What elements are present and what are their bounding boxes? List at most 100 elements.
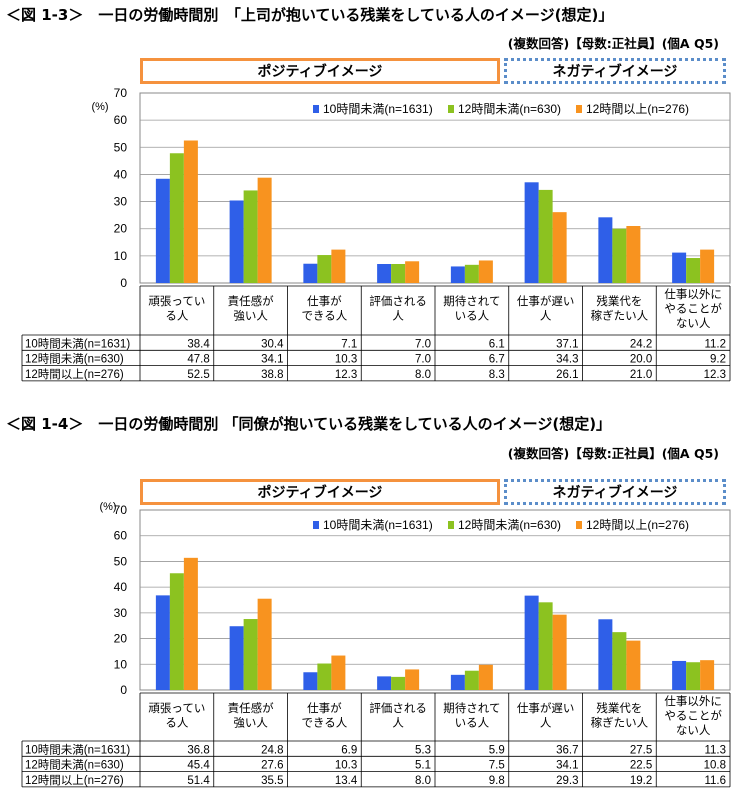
data-value: 7.1 (341, 338, 357, 350)
data-value: 13.4 (335, 775, 358, 787)
data-value: 27.6 (261, 760, 283, 772)
data-value: 36.8 (187, 744, 209, 756)
category-label: 仕事以外に (664, 695, 722, 708)
bar (391, 264, 406, 283)
legend-label: 12時間以上(n=276) (586, 102, 689, 116)
series-row-label: 10時間未満(n=1631) (25, 337, 130, 350)
bar (155, 595, 170, 690)
data-value: 12.3 (704, 369, 726, 381)
data-value: 45.4 (187, 760, 210, 772)
bar (686, 258, 701, 283)
bar (538, 189, 553, 283)
series-row-label: 12時間未満(n=630) (25, 353, 124, 366)
data-value: 34.3 (556, 354, 578, 366)
category-label: 仕事が遅い (517, 294, 575, 308)
bar (450, 674, 465, 690)
figure-1-4-subtitle: (複数回答)【母数:正社員】(個A Q5) (507, 446, 719, 461)
category-label: ない人 (676, 724, 711, 737)
category-label: できる人 (301, 310, 347, 323)
bar (169, 573, 184, 690)
legend-swatch (448, 105, 454, 113)
legend-label: 10時間未満(n=1631) (323, 518, 433, 532)
data-value: 19.2 (630, 775, 652, 787)
data-value: 9.2 (710, 354, 726, 366)
bar (331, 249, 346, 283)
category-label: やることが (664, 709, 722, 723)
bar (169, 153, 184, 283)
data-value: 8.0 (415, 369, 431, 381)
legend-swatch (448, 521, 454, 529)
data-value: 8.0 (415, 775, 431, 787)
bar (464, 670, 479, 690)
bar (538, 602, 553, 690)
data-value: 34.1 (261, 354, 283, 366)
y-tick-label: 60 (114, 113, 128, 127)
category-label: 残業代を (596, 294, 642, 308)
data-value: 51.4 (187, 775, 210, 787)
category-label: る人 (165, 310, 188, 323)
bar (464, 264, 479, 283)
bar (672, 252, 687, 283)
legend-swatch (576, 521, 582, 529)
figure-1-3-title: ＜図 1-3＞ 一日の労働時間別 「上司が抱いている残業をしている人のイメージ(… (6, 6, 614, 24)
data-value: 52.5 (187, 369, 209, 381)
bar (686, 662, 701, 690)
category-label: 仕事が遅い (517, 701, 575, 715)
data-value: 11.6 (704, 775, 726, 787)
bar (303, 263, 318, 283)
series-row-label: 12時間未満(n=630) (25, 759, 124, 772)
category-label: 強い人 (233, 310, 268, 323)
y-axis-label: (%) (91, 101, 108, 113)
data-value: 6.1 (489, 338, 505, 350)
category-label: 頑張ってい (148, 295, 205, 308)
data-value: 11.3 (704, 744, 726, 756)
category-label: 責任感が (228, 701, 274, 715)
category-label: 責任感が (228, 294, 274, 308)
bar (405, 261, 420, 283)
bar (243, 190, 258, 283)
bar (598, 619, 613, 690)
bar (257, 598, 272, 690)
legend-swatch (313, 105, 319, 113)
bar (612, 632, 627, 690)
data-value: 37.1 (556, 338, 578, 350)
y-tick-label: 50 (114, 140, 128, 154)
legend-label: 12時間未満(n=630) (458, 102, 561, 116)
y-tick-label: 40 (114, 167, 128, 181)
category-label: 稼ぎたい人 (591, 716, 649, 730)
data-value: 24.8 (261, 744, 283, 756)
y-tick-label: 30 (114, 195, 128, 209)
bar (377, 264, 392, 283)
category-label: 仕事以外に (664, 288, 722, 301)
bar (450, 266, 465, 283)
y-tick-label: 40 (114, 580, 128, 594)
legend-swatch (576, 105, 582, 113)
bar (331, 655, 346, 690)
bar (700, 249, 715, 283)
positive-image-header: ポジティブイメージ (140, 479, 500, 505)
data-value: 22.5 (630, 760, 652, 772)
bar (155, 178, 170, 283)
legend-label: 10時間未満(n=1631) (323, 102, 433, 116)
bar (598, 217, 613, 283)
bar (612, 228, 627, 283)
y-tick-label: 30 (114, 606, 128, 620)
data-value: 47.8 (187, 354, 209, 366)
bar (317, 663, 332, 690)
bar (303, 672, 318, 690)
category-label: 期待されて (443, 294, 500, 308)
y-tick-label: 0 (120, 276, 127, 290)
y-tick-label: 70 (114, 503, 128, 517)
category-label: る人 (165, 717, 188, 730)
bar (672, 660, 687, 690)
data-value: 26.1 (556, 369, 578, 381)
category-label: ない人 (676, 317, 711, 330)
data-value: 6.9 (341, 744, 357, 756)
data-value: 7.5 (489, 760, 505, 772)
series-row-label: 12時間以上(n=276) (25, 368, 124, 381)
category-label: 人 (392, 717, 404, 730)
bar (405, 669, 420, 690)
data-value: 8.3 (489, 369, 505, 381)
bar (377, 676, 392, 690)
